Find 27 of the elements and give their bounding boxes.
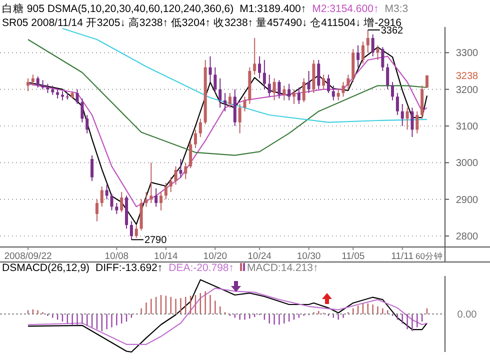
x-tick-label: 10/14 bbox=[154, 251, 178, 262]
x-tick-label: 2008/09/22 bbox=[4, 251, 52, 262]
y-tick-label: 3100 bbox=[456, 122, 479, 132]
x-tick-label: 10/08 bbox=[104, 251, 129, 262]
text: M1:3189.400↑ bbox=[240, 3, 306, 15]
text: DIFF:-13.692↑ bbox=[96, 262, 163, 274]
legend-label: MACD:14.213↑ bbox=[247, 262, 318, 274]
x-tick-label: 10/24 bbox=[248, 251, 272, 262]
annotation: 3362 bbox=[380, 25, 404, 36]
y-tick-label: 3000 bbox=[456, 158, 479, 170]
text: M2:3154.600↑ bbox=[312, 3, 379, 15]
y-tick-label: 3300 bbox=[456, 48, 479, 60]
y-tick-label: 2900 bbox=[456, 194, 479, 206]
text: 60分钟 bbox=[416, 251, 443, 261]
x-tick-label: 10/30 bbox=[296, 251, 321, 262]
annotation: 2790 bbox=[144, 235, 168, 246]
chart-title: 白糖 905 DSMA(5,10,20,30,40,60,120,240,360,6) bbox=[2, 2, 234, 15]
text: M3:3 bbox=[384, 3, 408, 15]
y-tick-label: 2800 bbox=[456, 232, 479, 242]
ref-line-label: 0.00 bbox=[457, 310, 478, 320]
x-tick-label: 11/11 bbox=[391, 251, 414, 262]
x-tick-label: 11/05 bbox=[342, 251, 365, 262]
text: 3238 bbox=[456, 70, 479, 82]
series-label: DEA:-20.798↑ bbox=[168, 262, 234, 274]
y-tick-label: 3200 bbox=[456, 84, 479, 96]
chart-title: DSMACD(26,12,9) bbox=[2, 262, 90, 274]
x-tick-label: 10/20 bbox=[203, 251, 228, 262]
